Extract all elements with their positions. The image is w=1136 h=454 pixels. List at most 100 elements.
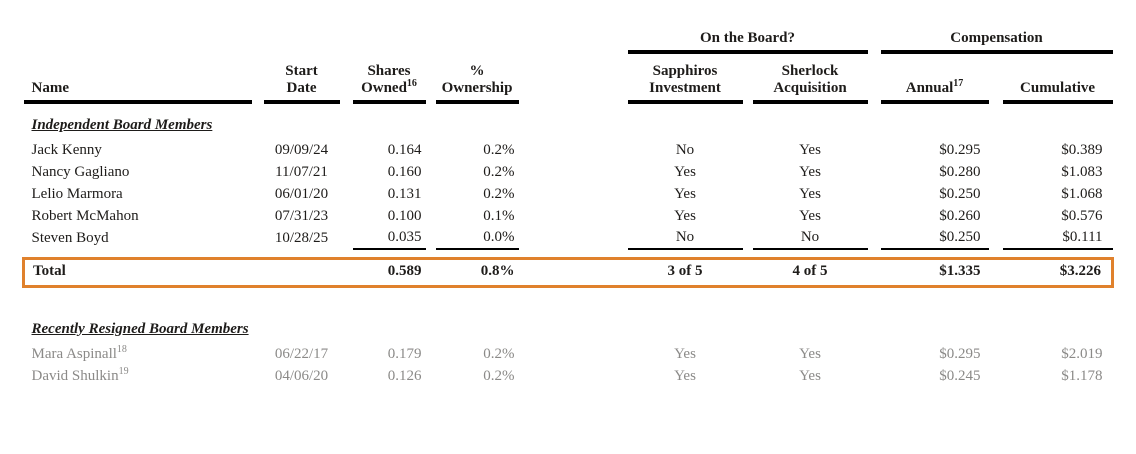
spacer-cell bbox=[340, 343, 353, 365]
cell-shares: 0.179 bbox=[387, 346, 422, 362]
group-header-compensation: Compensation bbox=[880, 24, 1113, 54]
spacer-cell bbox=[252, 343, 264, 365]
total-row: Total 0.589 0.8% 3 of 5 4 of 5 $1.335 $3… bbox=[22, 256, 1115, 288]
cell-start-date: 07/31/23 bbox=[274, 208, 329, 224]
cell-annual: $0.250 bbox=[939, 186, 981, 202]
board-members-table: On the Board? Compensation Name Start Da… bbox=[22, 24, 1115, 387]
footnote-ref-17: 17 bbox=[953, 78, 964, 89]
spacer-cell bbox=[340, 365, 353, 387]
spacer-cell bbox=[340, 205, 353, 227]
spacer-cell bbox=[426, 52, 436, 102]
cell-sapphiros: Yes bbox=[674, 346, 696, 362]
col-header-acquisition-label: Acquisition bbox=[773, 80, 847, 96]
cell-cumulative: $2.019 bbox=[1061, 346, 1103, 362]
spacer-cell bbox=[989, 227, 1003, 249]
spacer-cell bbox=[519, 183, 628, 205]
spacer-cell bbox=[743, 161, 753, 183]
spacer-cell bbox=[743, 343, 753, 365]
cell-sapphiros: Yes bbox=[674, 164, 696, 180]
spacer-cell bbox=[519, 161, 628, 183]
spacer-cell bbox=[518, 256, 628, 288]
cell-sherlock: Yes bbox=[799, 208, 821, 224]
spacer-cell bbox=[426, 365, 436, 387]
spacer-cell bbox=[426, 161, 436, 183]
cell-sherlock: 4 of 5 bbox=[752, 256, 868, 288]
spacer-cell bbox=[24, 249, 1113, 258]
spacer-cell bbox=[988, 256, 1003, 288]
cell-annual: $0.295 bbox=[939, 346, 981, 362]
spacer-cell bbox=[989, 205, 1003, 227]
spacer-cell bbox=[868, 205, 881, 227]
cell-start-date: 09/09/24 bbox=[274, 142, 329, 158]
cell-name: Lelio Marmora bbox=[31, 186, 123, 202]
cell-pct: 0.0% bbox=[435, 227, 519, 250]
spacer-cell bbox=[868, 183, 881, 205]
spacer-cell bbox=[426, 183, 436, 205]
cell-pct: 0.2% bbox=[483, 346, 515, 362]
spacer-cell bbox=[425, 256, 436, 288]
footnote-ref-16: 16 bbox=[406, 78, 417, 89]
cell-shares: 0.164 bbox=[387, 142, 422, 158]
spacer-cell bbox=[251, 256, 264, 288]
col-header-owned-label: Owned16 bbox=[353, 78, 426, 97]
footnote-ref-19: 19 bbox=[118, 366, 129, 377]
col-header-cumulative: Cumulative bbox=[1002, 52, 1113, 104]
spacer-cell bbox=[252, 52, 264, 102]
spacer-cell bbox=[868, 343, 881, 365]
spacer-cell bbox=[24, 24, 628, 52]
col-header-pct-label: % bbox=[469, 63, 485, 79]
spacer-cell bbox=[519, 365, 628, 387]
cell-sherlock: No bbox=[752, 227, 868, 250]
spacer-cell bbox=[519, 343, 628, 365]
col-header-owned-text: Owned bbox=[361, 80, 407, 96]
group-header-row: On the Board? Compensation bbox=[24, 24, 1113, 54]
spacer-cell bbox=[868, 161, 881, 183]
spacer-cell bbox=[519, 139, 628, 161]
col-header-annual: Annual17 bbox=[880, 52, 989, 104]
cell-name: Mara Aspinall18 bbox=[24, 343, 252, 365]
footnote-ref-18: 18 bbox=[116, 344, 127, 355]
spacer-cell bbox=[24, 286, 1113, 308]
spacer-cell bbox=[252, 161, 264, 183]
spacer-cell bbox=[868, 365, 881, 387]
col-header-shares-label: Shares bbox=[367, 63, 411, 79]
section-header-resigned: Recently Resigned Board Members bbox=[24, 308, 1113, 343]
spacer-cell bbox=[519, 52, 628, 102]
spacer-cell bbox=[868, 139, 881, 161]
spacer-cell bbox=[426, 205, 436, 227]
gap-row bbox=[24, 286, 1113, 308]
col-header-ownership-label: Ownership bbox=[441, 80, 513, 96]
cell-cumulative: $3.226 bbox=[1002, 256, 1115, 288]
spacer-cell bbox=[868, 24, 881, 52]
member-row-robert-mcmahon: Robert McMahon 07/31/23 0.100 0.1% Yes Y… bbox=[24, 205, 1113, 227]
cell-annual: $1.335 bbox=[880, 256, 989, 288]
spacer-cell bbox=[426, 343, 436, 365]
cell-shares: 0.131 bbox=[387, 186, 422, 202]
resigned-name-text: Mara Aspinall bbox=[31, 346, 117, 362]
cell-pct: 0.8% bbox=[435, 256, 519, 288]
spacer-cell bbox=[426, 227, 436, 249]
col-header-date-label: Date bbox=[286, 80, 317, 96]
cell-cumulative: $1.178 bbox=[1061, 368, 1103, 384]
col-header-annual-label: Annual bbox=[905, 80, 954, 96]
cell-start-date: 06/01/20 bbox=[274, 186, 329, 202]
spacer-cell bbox=[252, 365, 264, 387]
spacer-cell bbox=[340, 183, 353, 205]
cell-shares: 0.160 bbox=[387, 164, 422, 180]
cell-annual: $0.280 bbox=[939, 164, 981, 180]
cell-sapphiros: No bbox=[675, 142, 695, 158]
col-header-cumulative-label: Cumulative bbox=[1020, 80, 1096, 96]
spacer-cell bbox=[743, 139, 753, 161]
spacer-cell bbox=[252, 205, 264, 227]
cell-shares: 0.100 bbox=[387, 208, 422, 224]
cell-start-date: 06/22/17 bbox=[274, 346, 329, 362]
spacer-cell bbox=[252, 139, 264, 161]
spacer-cell bbox=[989, 161, 1003, 183]
cell-sapphiros: Yes bbox=[674, 186, 696, 202]
cell-pct: 0.2% bbox=[483, 164, 515, 180]
cell-annual: $0.250 bbox=[880, 227, 989, 250]
col-header-start-date: Start Date bbox=[263, 52, 340, 104]
col-header-sherlock-acquisition: Sherlock Acquisition bbox=[752, 52, 868, 104]
cell-annual: $0.295 bbox=[939, 142, 981, 158]
member-row-nancy-gagliano: Nancy Gagliano 11/07/21 0.160 0.2% Yes Y… bbox=[24, 161, 1113, 183]
